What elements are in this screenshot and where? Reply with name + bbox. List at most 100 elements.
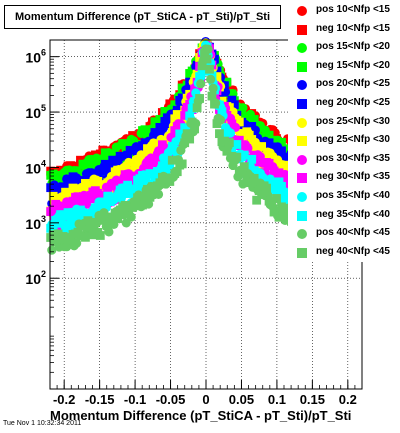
data-point [108,218,118,228]
data-point [68,172,78,182]
data-point [108,192,118,202]
data-point [150,117,160,127]
data-point [76,231,85,241]
legend-label: pos 35<Nfp <40 [316,190,390,201]
data-point [157,140,167,150]
data-point [269,166,279,176]
data-point [125,174,135,184]
data-point [187,104,197,113]
legend-circle-marker [297,43,307,54]
data-point [145,148,155,158]
data-point [277,202,286,212]
legend-square-marker [297,99,307,109]
x-tick-label: -0.2 [53,392,75,407]
data-point [264,130,274,140]
legend-item: neg 40<Nfp <45 [288,244,398,262]
legend-circle-marker [297,154,307,165]
data-point [150,139,160,149]
data-point [53,229,63,239]
data-point [155,122,165,132]
data-point [143,184,152,194]
data-point [120,200,130,210]
chart-title: Momentum Difference (pT_StiCA - pT_Sti)/… [4,5,281,29]
legend-label: pos 25<Nfp <30 [316,115,390,127]
data-point [182,129,192,139]
data-point [88,156,98,166]
data-point [247,154,257,164]
data-point [105,197,115,206]
legend-square-marker [297,24,307,35]
data-point [274,168,284,178]
data-point [210,99,219,109]
data-point [140,173,150,183]
data-point [103,191,113,201]
data-point [252,195,262,205]
data-point [152,167,162,176]
data-point [58,211,68,220]
legend-label: pos 30<Nfp <35 [316,152,390,164]
data-point [237,167,247,177]
y-tick-label: 105 [25,103,46,121]
data-point [212,72,222,82]
legend-item: pos 40<Nfp <45 [288,225,398,243]
data-point [133,193,142,203]
data-point [197,61,207,71]
data-point [140,192,150,202]
data-point [123,207,133,217]
x-tick-label: 0 [202,392,209,407]
data-point [177,159,187,169]
x-axis-title: Momentum Difference (pT_StiCA - pT_Sti)/… [50,408,352,423]
data-point [113,192,123,202]
data-point [206,74,216,84]
data-point [195,72,204,81]
legend-label: neg 25<Nfp <30 [316,134,390,146]
data-point [83,182,93,192]
data-point [48,230,58,240]
data-point [264,158,274,168]
legend-square-marker [297,173,307,184]
legend-item: neg 15<Nfp <20 [288,58,398,76]
data-point [249,166,259,175]
legend-square-marker [297,61,307,72]
data-point [232,152,242,162]
data-point [66,167,75,177]
data-point [145,192,155,202]
data-point [95,182,105,191]
data-point [170,100,180,110]
data-point [272,188,281,198]
data-point [172,110,182,119]
y-tick-label: 103 [25,214,46,232]
legend-item: pos 35<Nfp <40 [288,188,398,206]
data-point [205,64,214,74]
data-point [98,192,108,201]
data-point [244,115,254,125]
data-point [95,166,105,176]
data-point [148,161,157,171]
data-point [85,222,95,232]
data-point [220,136,229,146]
data-point [105,212,115,222]
legend-label: pos 15<Nfp <20 [316,41,390,53]
data-point [207,91,217,101]
data-point [78,221,88,231]
data-point [93,176,103,186]
data-point [130,160,140,170]
data-point [76,205,85,215]
data-point [274,212,284,222]
data-point [269,129,279,139]
y-tick-label: 104 [25,158,46,176]
data-point [262,183,271,193]
data-point [104,227,114,237]
data-point [98,197,108,207]
legend-label: neg 30<Nfp <35 [316,171,390,183]
data-point [128,203,137,212]
data-point [113,214,123,224]
data-point [165,177,175,186]
data-point [130,185,140,195]
legend-circle-marker [297,192,307,202]
data-point [85,163,95,172]
legend-circle-marker [297,229,307,240]
data-point [76,196,85,206]
data-point [130,198,140,207]
data-point [264,150,274,160]
